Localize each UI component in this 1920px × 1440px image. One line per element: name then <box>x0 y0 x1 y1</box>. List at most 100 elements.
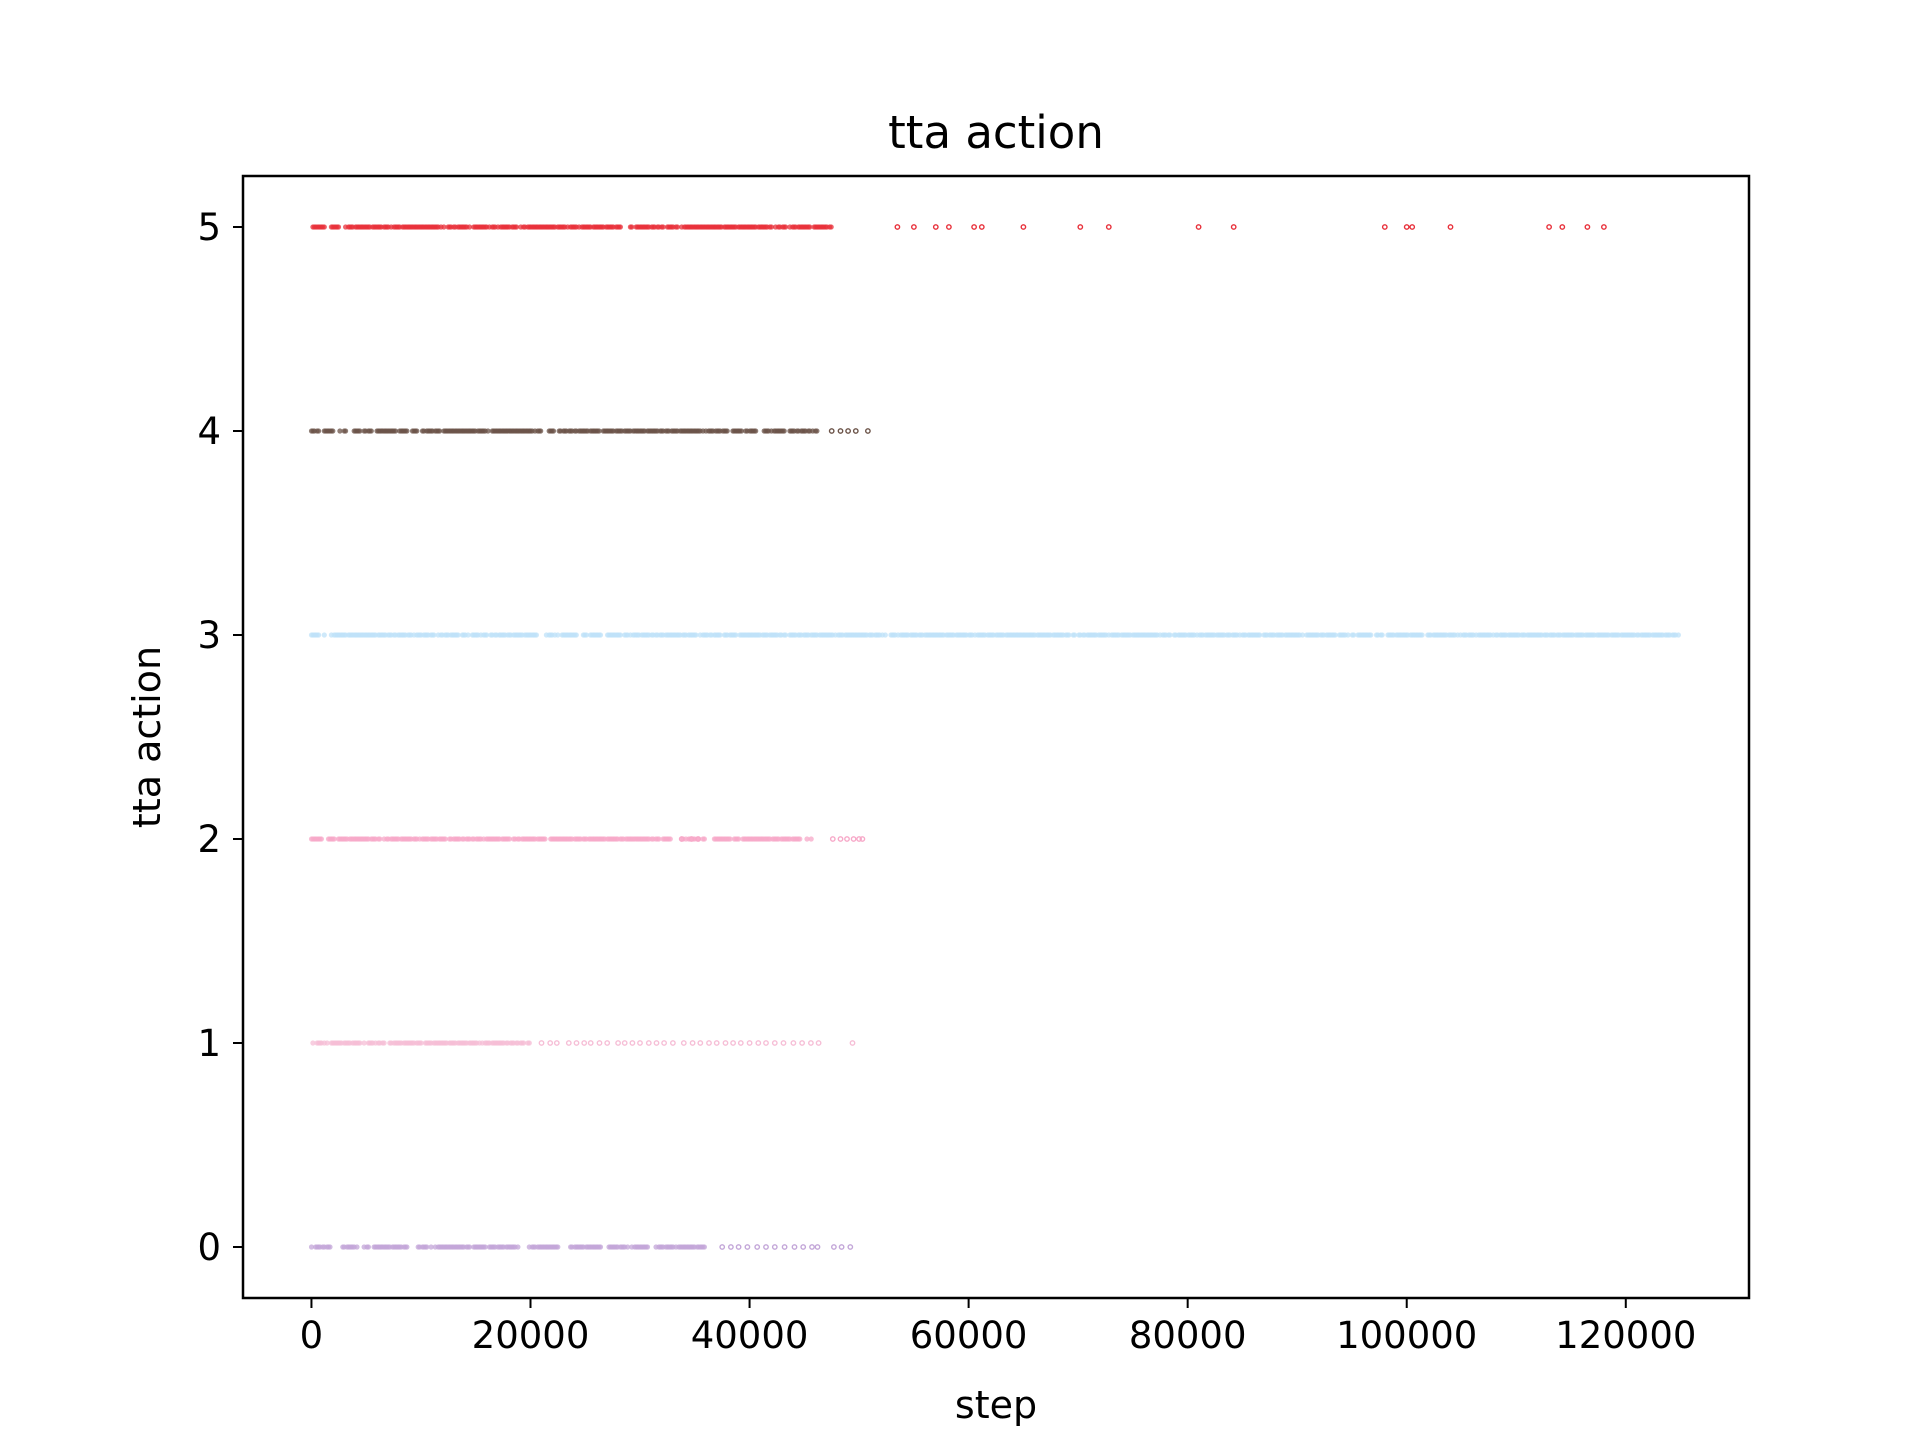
point <box>550 428 557 434</box>
point <box>637 1040 643 1046</box>
point <box>1601 224 1607 230</box>
y-tick-label: 3 <box>197 614 221 657</box>
point <box>583 632 589 638</box>
point <box>797 836 803 842</box>
x-axis: 0 20000 40000 60000 80000 100000 120000 <box>300 1298 1696 1357</box>
point <box>660 224 666 230</box>
point <box>814 1244 821 1250</box>
point <box>615 1040 621 1046</box>
point <box>780 1040 787 1046</box>
point <box>661 1040 667 1046</box>
point <box>1167 632 1173 638</box>
point <box>310 1040 316 1046</box>
point <box>337 428 343 434</box>
x-tick-label: 0 <box>300 1314 324 1357</box>
point <box>753 428 759 434</box>
point <box>815 1040 822 1046</box>
point <box>466 1244 473 1250</box>
point <box>847 1244 854 1250</box>
point <box>327 1244 333 1250</box>
point <box>466 224 473 230</box>
point <box>1447 224 1454 230</box>
point <box>1584 224 1591 230</box>
point <box>361 1040 367 1046</box>
point <box>404 428 410 434</box>
point <box>722 1040 729 1046</box>
point <box>381 1040 387 1046</box>
x-tick-label: 60000 <box>910 1314 1028 1357</box>
point <box>808 836 814 842</box>
point <box>604 1040 611 1046</box>
point <box>771 1244 778 1250</box>
point <box>706 1040 712 1046</box>
chart-title: tta action <box>888 106 1104 159</box>
point <box>894 224 901 230</box>
point <box>865 428 871 434</box>
point <box>538 1040 545 1046</box>
point <box>771 1040 778 1046</box>
point <box>674 224 681 230</box>
point <box>735 1244 742 1250</box>
point <box>645 1040 652 1046</box>
point <box>354 1244 360 1250</box>
point <box>781 1244 788 1250</box>
point <box>744 1244 751 1250</box>
point <box>689 1040 696 1046</box>
y-tick-label: 0 <box>197 1226 221 1269</box>
series-5 <box>310 224 1607 230</box>
point <box>513 224 520 230</box>
point <box>719 1244 726 1250</box>
point <box>404 1244 410 1250</box>
point <box>670 1040 676 1046</box>
point <box>321 632 327 638</box>
point <box>335 224 342 230</box>
point <box>680 1040 687 1046</box>
point <box>808 1040 814 1046</box>
point <box>455 632 461 638</box>
point <box>755 1040 762 1046</box>
point <box>526 1040 532 1046</box>
point <box>542 836 548 842</box>
point <box>587 1040 594 1046</box>
point <box>946 224 952 230</box>
point <box>1409 224 1416 230</box>
point <box>533 632 540 638</box>
point <box>695 836 701 842</box>
y-tick-label: 2 <box>197 818 221 861</box>
point <box>932 224 939 230</box>
point <box>597 632 604 638</box>
x-tick-label: 20000 <box>472 1314 590 1357</box>
point <box>852 428 859 434</box>
point <box>804 836 810 842</box>
point <box>814 428 820 434</box>
point <box>701 836 708 842</box>
point <box>431 632 437 638</box>
point <box>783 632 789 638</box>
point <box>625 1244 631 1250</box>
point <box>428 1244 434 1250</box>
x-tick-label: 80000 <box>1129 1314 1247 1357</box>
point <box>1419 632 1425 638</box>
point <box>697 1040 704 1046</box>
point <box>442 836 448 842</box>
point <box>515 1244 521 1250</box>
point <box>800 1244 807 1250</box>
y-tick-label: 1 <box>197 1022 221 1065</box>
point <box>737 1040 744 1046</box>
point <box>506 836 512 842</box>
point <box>1345 632 1351 638</box>
point <box>727 836 733 842</box>
point <box>573 632 579 638</box>
point <box>1332 632 1338 638</box>
point <box>553 1040 560 1046</box>
point <box>845 428 851 434</box>
point <box>656 836 662 842</box>
point <box>485 428 491 434</box>
point <box>1105 224 1112 230</box>
point <box>1066 632 1072 638</box>
point <box>644 1244 651 1250</box>
point <box>978 224 985 230</box>
point <box>859 836 866 842</box>
point <box>308 1244 315 1250</box>
